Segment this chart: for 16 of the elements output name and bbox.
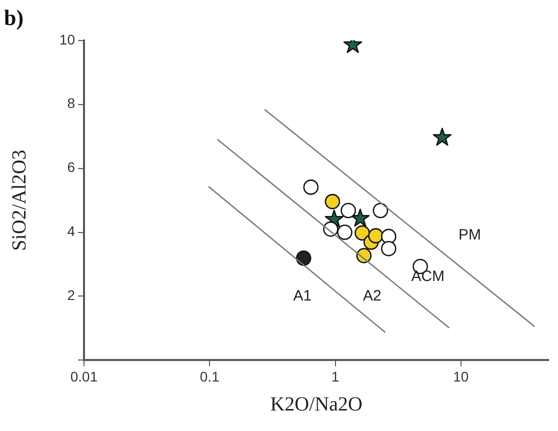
y-axis-title: SiO2/Al2O3 xyxy=(8,150,30,251)
x-axis-title: K2O/Na2O xyxy=(270,393,362,416)
annotation: A1 xyxy=(293,287,312,304)
y-tick-label: 2 xyxy=(67,287,76,304)
y-tick-label: 10 xyxy=(59,31,76,48)
annotation: PM xyxy=(458,226,481,244)
y-tick-label: 8 xyxy=(67,95,76,112)
chart-title: b) xyxy=(4,4,24,30)
annotation: ACM xyxy=(411,268,445,286)
annotation: A2 xyxy=(362,287,382,304)
x-tick-label: 0.1 xyxy=(200,368,220,384)
x-tick-label: 10 xyxy=(453,368,469,384)
x-tick-label: 1 xyxy=(331,368,340,384)
y-tick-label: 4 xyxy=(67,223,76,240)
y-tick-label: 6 xyxy=(67,159,76,176)
x-tick-label: 0.01 xyxy=(70,368,98,384)
